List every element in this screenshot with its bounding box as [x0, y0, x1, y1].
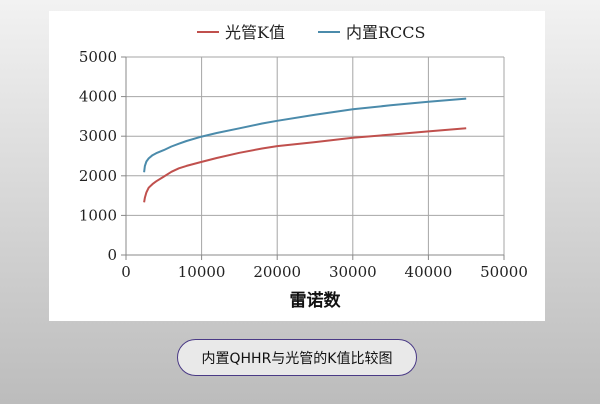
series-line-0	[143, 127, 467, 203]
x-tick-label: 10000	[178, 263, 226, 281]
x-tick-label: 20000	[253, 263, 301, 281]
y-tick-label: 3000	[79, 127, 117, 145]
x-axis-title: 雷诺数	[290, 290, 342, 311]
y-tick-label: 4000	[79, 88, 117, 106]
grid-lines	[126, 56, 505, 255]
legend: 光管K值 内置RCCS	[197, 23, 426, 42]
axes	[121, 56, 505, 260]
caption-label: 内置QHHR与光管的K值比较图	[177, 339, 417, 376]
y-tick-label: 5000	[79, 48, 117, 66]
series-line-1	[143, 97, 467, 173]
x-tick-label: 0	[121, 263, 131, 281]
legend-label-0: 光管K值	[225, 23, 285, 42]
chart-panel: 0 1000 2000 3000 4000 5000 0 10000 20000 30000 400…	[49, 11, 545, 321]
series-lines	[143, 97, 467, 203]
x-tick-label: 40000	[405, 263, 453, 281]
x-tick-label: 30000	[329, 263, 377, 281]
y-tick-label: 2000	[79, 167, 117, 185]
y-tick-label: 0	[107, 246, 117, 264]
y-tick-label: 1000	[79, 206, 117, 224]
legend-label-1: 内置RCCS	[346, 23, 426, 42]
x-tick-label: 50000	[480, 263, 528, 281]
